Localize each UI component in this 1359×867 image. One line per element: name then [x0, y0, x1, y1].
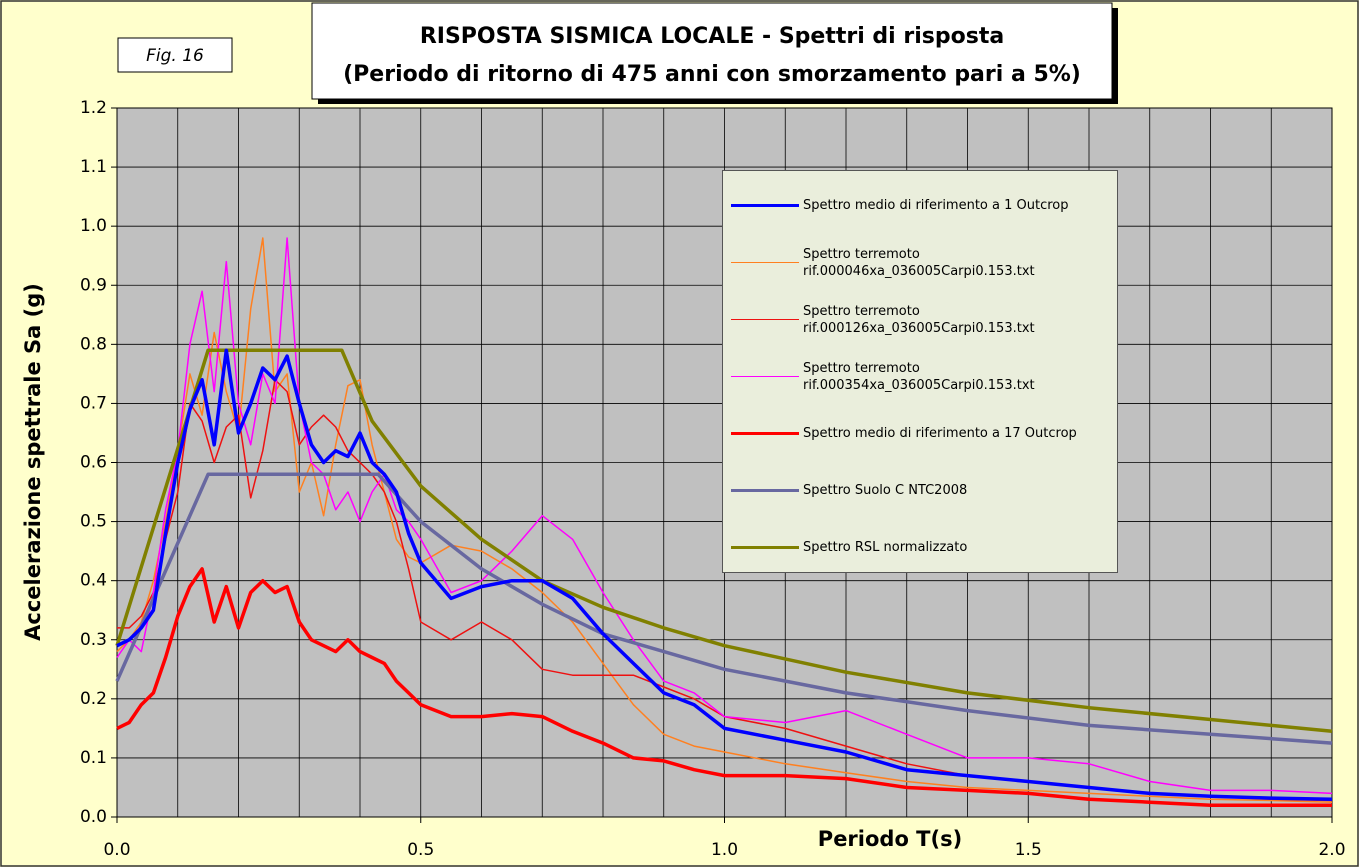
legend: Spettro medio di riferimento a 1 Outcrop…	[722, 170, 1118, 573]
legend-label: Spettro terremoto rif.000046xa_036005Car…	[803, 246, 1035, 279]
legend-swatch	[731, 489, 799, 492]
y-tick-label: 0.5	[80, 512, 107, 532]
y-tick-label: 1.2	[80, 98, 107, 118]
annotation: Fig. 16	[146, 46, 204, 66]
chart-subtitle: (Periodo di ritorno di 475 anni con smor…	[343, 62, 1081, 87]
y-tick-label: 0.4	[80, 571, 107, 591]
y-tick-label: 0.2	[80, 689, 107, 709]
chart-title: RISPOSTA SISMICA LOCALE - Spettri di ris…	[420, 24, 1004, 49]
annotation-box	[117, 37, 233, 73]
y-tick-label: 1.0	[80, 216, 107, 236]
x-tick-label: 0.5	[407, 840, 434, 860]
legend-item: Spettro terremoto rif.000046xa_036005Car…	[731, 234, 1109, 291]
series-line	[115, 472, 1333, 745]
x-axis-label: Periodo T(s)	[818, 827, 962, 851]
legend-label: Spettro medio di riferimento a 1 Outcrop	[803, 198, 1069, 213]
y-tick-label: 0.8	[80, 334, 107, 354]
y-tick-label: 0.7	[80, 393, 107, 413]
y-tick-label: 0.3	[80, 630, 107, 650]
series-line	[116, 237, 1333, 795]
legend-label: Spettro RSL normalizzato	[803, 540, 968, 555]
legend-swatch	[731, 262, 799, 263]
series-line	[117, 379, 1333, 802]
y-tick-label: 0.6	[80, 453, 107, 473]
series-line	[116, 348, 1333, 802]
legend-item: Spettro RSL normalizzato	[731, 519, 1109, 576]
legend-item: Spettro terremoto rif.000354xa_036005Car…	[731, 348, 1109, 405]
x-tick-label: 0.0	[103, 840, 130, 860]
y-tick-label: 0.1	[80, 748, 107, 768]
legend-swatch	[731, 319, 799, 320]
legend-item: Spettro terremoto rif.000126xa_036005Car…	[731, 291, 1109, 348]
legend-item: Spettro Suolo C NTC2008	[731, 462, 1109, 519]
y-tick-label: 0.0	[80, 807, 107, 827]
legend-item: Spettro medio di riferimento a 1 Outcrop	[731, 177, 1109, 234]
y-axis-label: Accelerazione spettrale Sa (g)	[21, 283, 45, 641]
x-tick-label: 1.0	[711, 840, 738, 860]
y-tick-label: 0.9	[80, 275, 107, 295]
legend-swatch	[731, 376, 799, 377]
x-tick-label: 2.0	[1318, 840, 1345, 860]
legend-label: Spettro medio di riferimento a 17 Outcro…	[803, 426, 1077, 441]
legend-swatch	[731, 546, 799, 549]
title-box	[311, 2, 1113, 100]
legend-swatch	[731, 204, 799, 207]
series-line	[116, 567, 1332, 807]
legend-label: Spettro terremoto rif.000354xa_036005Car…	[803, 360, 1035, 393]
series-line	[116, 237, 1333, 803]
series-line	[115, 348, 1333, 734]
legend-label: Spettro Suolo C NTC2008	[803, 483, 968, 498]
x-tick-label: 1.5	[1015, 840, 1042, 860]
legend-label: Spettro terremoto rif.000126xa_036005Car…	[803, 303, 1035, 336]
y-tick-label: 1.1	[80, 157, 107, 177]
legend-item: Spettro medio di riferimento a 17 Outcro…	[731, 405, 1109, 462]
legend-swatch	[731, 432, 799, 435]
